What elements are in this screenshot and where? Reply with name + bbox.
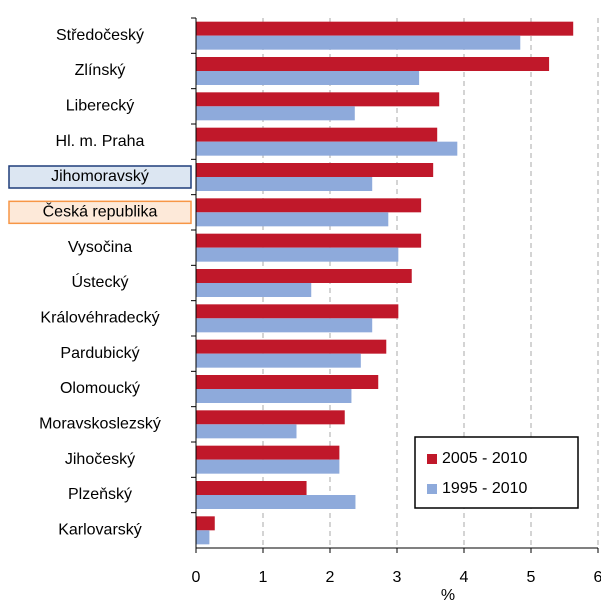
bar: [196, 212, 389, 227]
bar: [196, 410, 345, 425]
y-tick-label: Středočeský: [56, 27, 144, 44]
legend-swatch: [427, 484, 437, 494]
bar: [196, 233, 422, 248]
bar: [196, 247, 399, 262]
y-tick-label: Jihočeský: [65, 451, 135, 468]
legend-box: [414, 436, 579, 509]
label-highlight: [8, 165, 192, 189]
bar: [196, 389, 352, 403]
bar: [196, 283, 312, 297]
bar: [196, 495, 356, 509]
bar: [196, 141, 458, 156]
y-tick-label: Olomoucký: [60, 380, 140, 397]
legend-label: 2005 - 2010: [442, 450, 528, 467]
bar: [196, 481, 307, 495]
legend-label: 1995 - 2010: [442, 480, 528, 497]
bar: [196, 71, 420, 85]
x-tick-label: 6: [594, 569, 601, 586]
y-tick-label: Ústecký: [72, 272, 129, 291]
bar: [196, 127, 438, 142]
bar: [196, 304, 399, 319]
bar: [196, 424, 297, 439]
x-tick-label: 3: [393, 569, 402, 586]
y-tick-label: Královéhradecký: [40, 310, 159, 327]
bar: [196, 57, 550, 71]
y-tick-label: Moravskoslezský: [39, 416, 161, 433]
bar: [196, 445, 340, 460]
bar: [196, 516, 215, 531]
y-tick-label: Liberecký: [66, 98, 134, 115]
y-tick-label: Česká republika: [43, 202, 158, 221]
bar: [196, 106, 355, 121]
bar: [196, 35, 521, 50]
legend-swatch: [427, 454, 437, 464]
x-tick-label: 1: [259, 569, 268, 586]
y-tick-label: Vysočina: [68, 239, 132, 256]
bar: [196, 92, 440, 107]
bar: [196, 375, 379, 389]
label-highlight: [8, 200, 192, 225]
bar: [196, 163, 434, 177]
bar: [196, 177, 373, 191]
y-tick-label: Zlínský: [75, 62, 126, 79]
y-tick-label: Plzeňský: [68, 486, 132, 503]
bar: [196, 353, 361, 368]
y-tick-label: Pardubický: [60, 345, 139, 362]
x-axis-label: %: [441, 587, 455, 604]
y-tick-label: Hl. m. Praha: [56, 133, 145, 150]
bar: [196, 21, 574, 36]
y-tick-label: Karlovarský: [58, 522, 142, 539]
bar: [196, 269, 412, 283]
bar: [196, 318, 373, 333]
x-tick-label: 2: [326, 569, 335, 586]
x-tick-label: 4: [460, 569, 469, 586]
bar: [196, 459, 340, 474]
bar: [196, 198, 422, 213]
bar: [196, 530, 210, 545]
bar: [196, 339, 387, 354]
x-tick-label: 5: [527, 569, 536, 586]
x-tick-label: 0: [192, 569, 201, 586]
y-tick-label: Jihomoravský: [51, 168, 149, 185]
